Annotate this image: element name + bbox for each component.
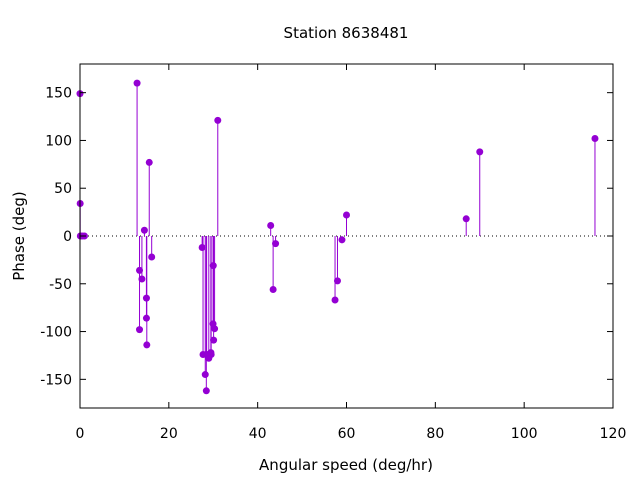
data-point — [138, 275, 146, 283]
x-axis-label: Angular speed (deg/hr) — [259, 456, 433, 474]
x-tick-label: 120 — [600, 426, 627, 442]
y-tick-label: 50 — [54, 181, 72, 197]
data-point — [214, 116, 222, 124]
x-tick-label: 20 — [160, 426, 178, 442]
y-tick-label: 0 — [63, 229, 72, 245]
y-tick-label: -50 — [49, 277, 72, 293]
points-layer — [76, 79, 599, 395]
data-point — [210, 336, 218, 344]
data-point — [136, 326, 144, 334]
data-point — [133, 79, 141, 87]
y-tick-label: -150 — [40, 372, 72, 388]
data-point — [269, 286, 277, 294]
data-point — [591, 135, 599, 143]
y-tick-label: -100 — [40, 325, 72, 341]
data-point — [142, 314, 150, 322]
data-point — [140, 226, 148, 234]
x-tick-label: 100 — [511, 426, 538, 442]
y-axis-label: Phase (deg) — [10, 191, 28, 281]
data-point — [148, 253, 156, 261]
data-point — [343, 211, 350, 219]
x-tick-label: 40 — [249, 426, 267, 442]
data-point — [462, 215, 470, 223]
data-point — [198, 243, 206, 251]
data-point — [209, 262, 217, 270]
chart-title: Station 8638481 — [284, 24, 409, 42]
data-point — [476, 148, 484, 156]
x-tick-label: 60 — [338, 426, 356, 442]
data-point — [207, 350, 215, 358]
data-point — [142, 294, 150, 302]
data-point — [202, 387, 210, 395]
y-axis-ticks: -150 -100 -50 0 50 100 150 — [40, 86, 613, 388]
data-point — [331, 296, 339, 304]
data-point — [143, 341, 151, 349]
data-point — [333, 277, 341, 285]
data-point — [201, 371, 209, 379]
data-point — [145, 158, 153, 166]
data-point — [136, 266, 144, 274]
data-point — [272, 240, 280, 248]
data-point — [267, 221, 275, 229]
x-axis-ticks: 0 20 40 60 80 100 120 — [76, 64, 627, 442]
y-tick-label: 100 — [45, 133, 72, 149]
data-point — [338, 236, 346, 244]
x-tick-label: 80 — [426, 426, 444, 442]
x-tick-label: 0 — [76, 426, 85, 442]
data-point — [211, 325, 219, 333]
y-tick-label: 150 — [45, 86, 72, 102]
stems-layer — [79, 83, 596, 391]
